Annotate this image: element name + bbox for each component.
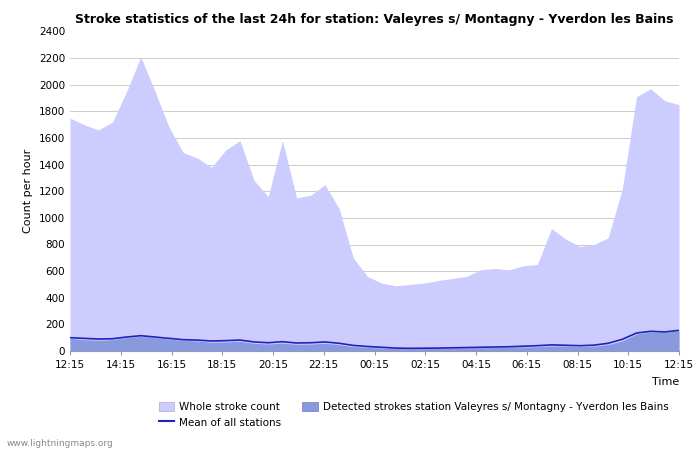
Text: Time: Time — [652, 377, 679, 387]
Text: www.lightningmaps.org: www.lightningmaps.org — [7, 439, 113, 448]
Title: Stroke statistics of the last 24h for station: Valeyres s/ Montagny - Yverdon le: Stroke statistics of the last 24h for st… — [76, 13, 673, 26]
Y-axis label: Count per hour: Count per hour — [23, 149, 34, 234]
Legend: Whole stroke count, Mean of all stations, Detected strokes station Valeyres s/ M: Whole stroke count, Mean of all stations… — [155, 398, 673, 432]
